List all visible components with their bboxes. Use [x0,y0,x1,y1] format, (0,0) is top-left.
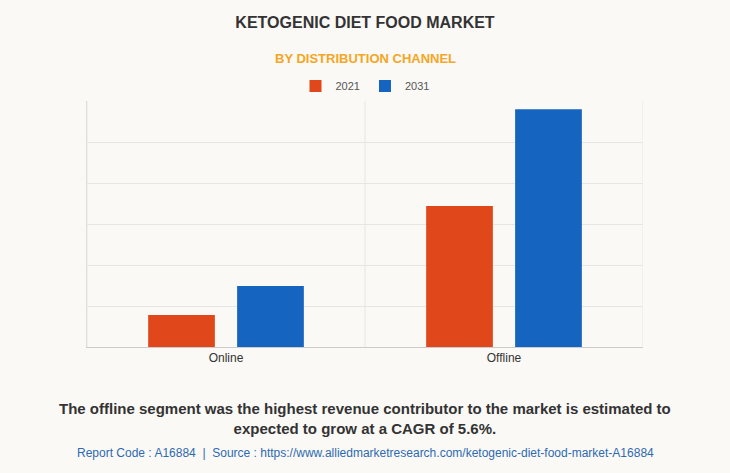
svg-text:Online: Online [209,351,244,365]
svg-text:BY DISTRIBUTION CHANNEL: BY DISTRIBUTION CHANNEL [275,51,456,66]
svg-text:Offline: Offline [487,351,522,365]
svg-text:Report Code : A16884 | Sourc: Report Code : A16884 | Source : https://… [77,446,654,460]
svg-text:2021: 2021 [336,80,360,92]
svg-text:2031: 2031 [405,80,429,92]
svg-text:KETOGENIC DIET FOOD MARKET: KETOGENIC DIET FOOD MARKET [235,14,494,31]
svg-text:The offline segment was the hi: The offline segment was the highest reve… [59,400,671,437]
